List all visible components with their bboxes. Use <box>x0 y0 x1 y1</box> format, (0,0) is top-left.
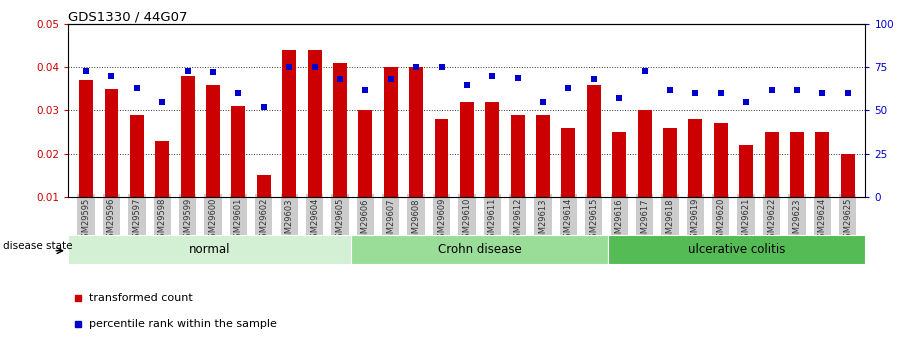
Bar <box>511 115 525 197</box>
Bar <box>689 119 702 197</box>
Bar <box>460 102 474 197</box>
Bar <box>638 110 651 197</box>
Bar <box>486 102 499 197</box>
Bar <box>561 128 576 197</box>
Bar <box>358 110 373 197</box>
Text: disease state: disease state <box>3 241 72 251</box>
Bar <box>257 175 271 197</box>
Bar <box>308 50 322 197</box>
Bar <box>409 67 423 197</box>
Bar <box>333 63 347 197</box>
Bar <box>180 76 195 197</box>
Bar <box>612 132 626 197</box>
Bar <box>206 85 220 197</box>
Bar <box>105 89 118 197</box>
Bar <box>155 141 169 197</box>
Bar <box>841 154 855 197</box>
Bar <box>587 85 600 197</box>
Bar <box>79 80 93 197</box>
Bar <box>536 115 550 197</box>
Bar <box>790 132 804 197</box>
Text: percentile rank within the sample: percentile rank within the sample <box>89 319 277 329</box>
Bar <box>231 106 245 197</box>
Bar <box>609 235 865 264</box>
Bar <box>764 132 779 197</box>
Text: ulcerative colitis: ulcerative colitis <box>688 243 785 256</box>
Bar <box>435 119 448 197</box>
Bar <box>815 132 829 197</box>
Bar <box>282 50 296 197</box>
Text: Crohn disease: Crohn disease <box>438 243 522 256</box>
Bar <box>68 235 351 264</box>
Bar <box>384 67 398 197</box>
Text: GDS1330 / 44G07: GDS1330 / 44G07 <box>68 10 188 23</box>
Bar <box>713 124 728 197</box>
Bar <box>739 145 753 197</box>
Bar <box>351 235 609 264</box>
Bar <box>663 128 677 197</box>
Bar <box>130 115 144 197</box>
Text: transformed count: transformed count <box>89 293 193 303</box>
Text: normal: normal <box>189 243 230 256</box>
